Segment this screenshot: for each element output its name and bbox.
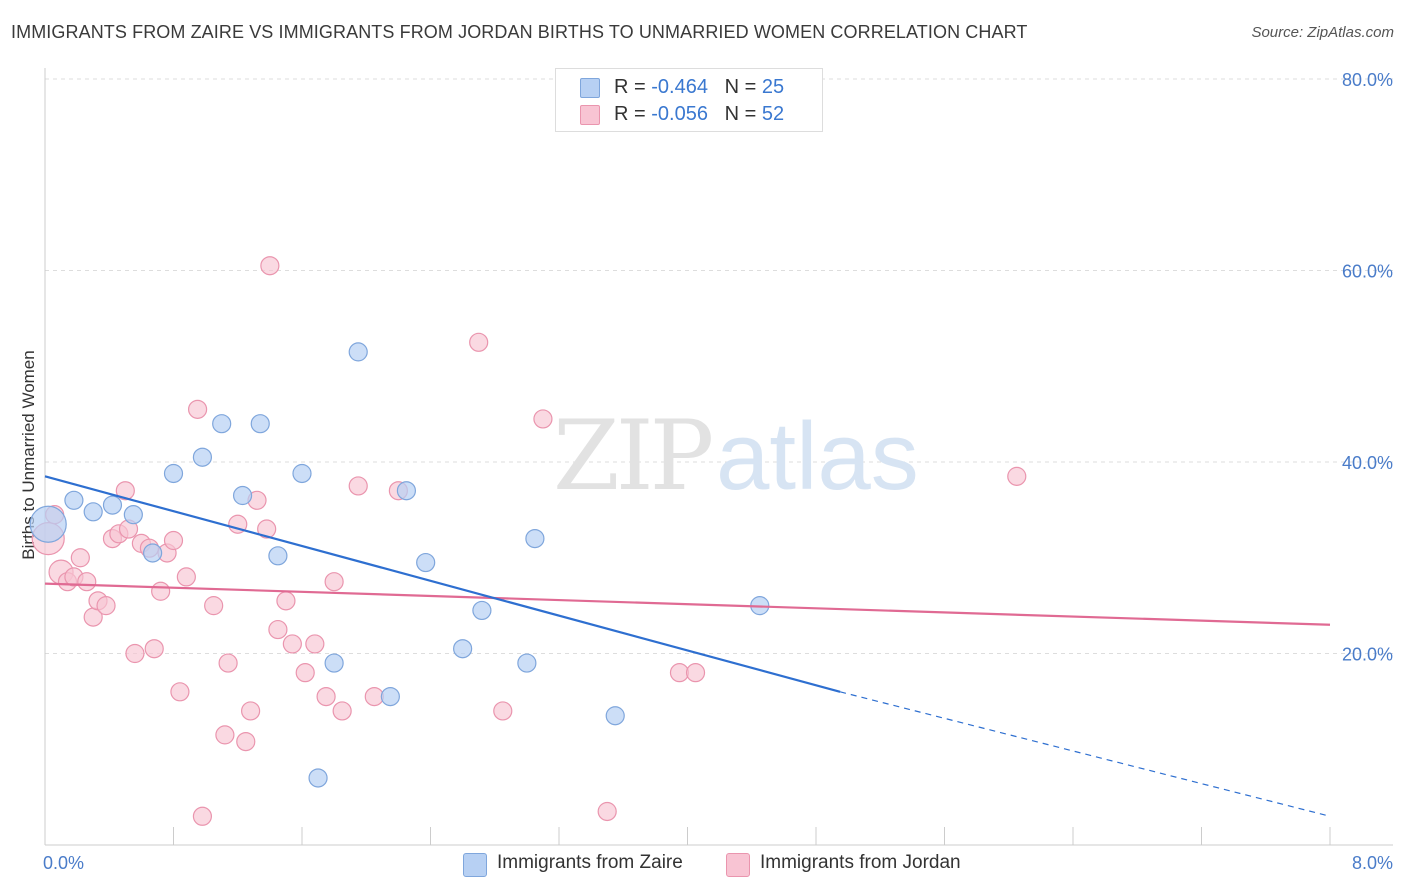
data-point-zaire <box>605 706 625 726</box>
data-point-zaire <box>416 552 436 573</box>
y-tick-label: 40.0% <box>1342 453 1393 473</box>
data-point-zaire <box>192 447 213 467</box>
data-point-jordan <box>316 686 336 707</box>
data-point-zaire <box>472 600 492 621</box>
trend-lines <box>44 475 1331 817</box>
data-point-zaire <box>380 686 400 707</box>
data-point-jordan <box>282 634 302 654</box>
data-point-jordan <box>332 701 352 721</box>
legend-swatch-zaire <box>463 853 487 877</box>
data-point-zaire <box>517 653 537 673</box>
correlation-legend: R = -0.464 N = 25 R = -0.056 N = 52 <box>555 68 823 132</box>
data-point-zaire <box>348 342 368 362</box>
data-point-jordan <box>260 256 280 276</box>
watermark-atlas: atlas <box>716 403 919 510</box>
data-point-jordan <box>1007 466 1027 486</box>
data-point-jordan <box>170 682 190 702</box>
watermark-zip: ZIP <box>553 400 712 512</box>
legend-n-value-jordan: 52 <box>761 103 785 125</box>
y-tick-label: 60.0% <box>1342 262 1393 282</box>
legend-r-value-zaire: -0.464 <box>651 76 708 98</box>
series-zaire-points <box>29 342 770 788</box>
data-point-jordan <box>115 481 135 501</box>
trend-line-jordan <box>44 582 1331 626</box>
data-point-zaire <box>64 490 84 510</box>
data-point-jordan <box>364 686 384 707</box>
x-tick-label: 8.0% <box>1352 853 1393 873</box>
data-point-zaire <box>268 546 288 566</box>
y-tick-label: 80.0% <box>1342 70 1393 90</box>
data-point-zaire <box>292 463 312 484</box>
data-point-zaire <box>102 495 123 515</box>
data-point-zaire <box>396 481 417 501</box>
data-point-jordan <box>685 663 706 683</box>
data-point-jordan <box>151 581 171 601</box>
axes <box>44 68 1393 846</box>
data-point-jordan <box>96 596 116 616</box>
data-point-jordan <box>469 332 489 352</box>
data-point-jordan <box>218 653 238 673</box>
data-point-jordan <box>144 639 164 659</box>
data-point-zaire <box>143 543 163 563</box>
data-point-jordan <box>276 591 296 611</box>
data-point-zaire <box>232 485 253 506</box>
data-point-zaire <box>525 528 545 549</box>
data-point-zaire <box>453 639 473 659</box>
data-point-zaire <box>250 414 270 434</box>
data-point-jordan <box>192 806 213 826</box>
data-point-zaire <box>308 768 328 788</box>
data-point-jordan <box>257 519 277 539</box>
y-tick-labels: 20.0% 40.0% 60.0% 80.0% <box>1342 70 1393 665</box>
trend-line-zaire <box>44 475 841 693</box>
legend-r-label: R = <box>614 103 652 125</box>
source-credit: Source: ZipAtlas.com <box>1251 24 1394 41</box>
data-point-zaire <box>212 414 232 434</box>
legend-n-label: N = <box>724 76 762 98</box>
data-point-jordan <box>236 731 256 752</box>
data-point-jordan <box>163 530 184 551</box>
data-point-zaire <box>83 502 103 522</box>
data-point-jordan <box>125 643 145 664</box>
data-point-jordan <box>669 663 690 683</box>
y-tick-label: 20.0% <box>1342 645 1393 665</box>
data-point-jordan <box>493 701 513 721</box>
chart-title: IMMIGRANTS FROM ZAIRE VS IMMIGRANTS FROM… <box>11 22 1028 42</box>
data-point-jordan <box>324 572 344 592</box>
data-point-jordan <box>70 548 90 568</box>
legend-label-jordan: Immigrants from Jordan <box>760 852 961 873</box>
data-point-jordan <box>305 634 325 654</box>
data-point-zaire <box>163 463 184 484</box>
legend-label-zaire: Immigrants from Zaire <box>497 852 683 873</box>
data-point-zaire <box>29 505 67 543</box>
legend-swatch-jordan <box>580 105 600 125</box>
legend-swatch-jordan <box>726 853 750 877</box>
y-axis-label: Births to Unmarried Women <box>19 350 38 559</box>
data-point-jordan <box>241 701 261 721</box>
data-point-zaire <box>324 653 344 673</box>
data-point-jordan <box>176 567 196 587</box>
data-point-jordan <box>204 596 224 616</box>
data-point-zaire <box>123 505 143 525</box>
legend-r-value-jordan: -0.056 <box>651 103 708 125</box>
grid-lines <box>45 78 1393 654</box>
data-point-jordan <box>215 725 235 745</box>
data-point-jordan <box>77 572 97 592</box>
x-tick-labels: 0.0% 8.0% <box>43 853 1393 873</box>
data-point-jordan <box>597 801 617 822</box>
data-point-jordan <box>348 476 368 496</box>
data-point-jordan <box>533 409 553 429</box>
data-point-jordan <box>268 619 288 640</box>
trend-line-zaire-extension <box>839 691 1331 817</box>
data-point-jordan <box>187 399 208 419</box>
legend-n-label: N = <box>724 103 762 125</box>
legend-r-label: R = <box>614 76 652 98</box>
legend-swatch-zaire <box>580 78 600 98</box>
x-tick-label: 0.0% <box>43 853 84 873</box>
data-point-jordan <box>295 663 315 683</box>
legend-n-value-zaire: 25 <box>761 76 785 98</box>
